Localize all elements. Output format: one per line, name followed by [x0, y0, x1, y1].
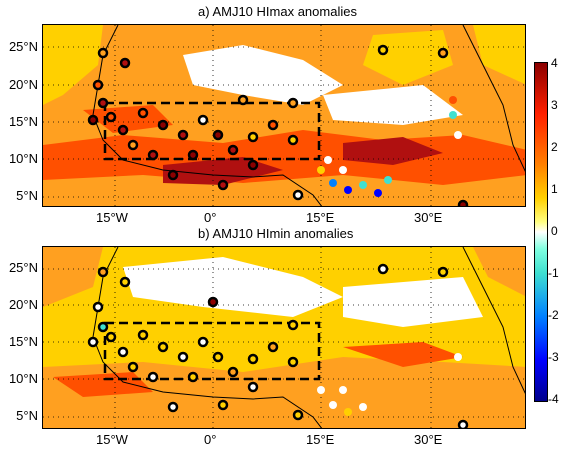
panel-a-ylabel-25n: 25°N — [8, 39, 38, 54]
panel-b-ylabel-10n: 10°N — [8, 371, 38, 386]
panel-b-ylabel-20n: 20°N — [8, 297, 38, 312]
colorbar-label-neg4: -4 — [548, 392, 559, 406]
panel-a-xlabel-15e: 15°E — [306, 210, 335, 225]
colorbar — [534, 62, 548, 402]
panel-a-xlabel-30e: 30°E — [414, 210, 443, 225]
panel-b-map — [42, 246, 526, 429]
colorbar-label-4: 4 — [551, 56, 558, 70]
panel-b-ylabel-25n: 25°N — [8, 260, 38, 275]
panel-a-ylabel-15n: 15°N — [8, 114, 38, 129]
panel-a-xlabel-0: 0° — [204, 210, 217, 225]
colorbar-label-3: 3 — [551, 98, 558, 112]
panel-a-title: a) AMJ10 HImax anomalies — [198, 4, 357, 19]
panel-a-field — [43, 25, 525, 206]
panel-b-title: b) AMJ10 HImin anomalies — [198, 226, 354, 241]
panel-b-ylabel-15n: 15°N — [8, 334, 38, 349]
colorbar-label-0: 0 — [551, 224, 558, 238]
panel-b-xlabel-0: 0° — [204, 432, 217, 447]
panel-b-xlabel-30e: 30°E — [414, 432, 443, 447]
panel-a-ylabel-20n: 20°N — [8, 77, 38, 92]
panel-a-xlabel-15w: 15°W — [96, 210, 128, 225]
panel-b-ylabel-5n: 5°N — [16, 408, 38, 423]
colorbar-label-2: 2 — [551, 140, 558, 154]
panel-b-xlabel-15e: 15°E — [306, 432, 335, 447]
panel-a-ylabel-10n: 10°N — [8, 151, 38, 166]
panel-a-ylabel-5n: 5°N — [16, 188, 38, 203]
colorbar-label-neg1: -1 — [548, 266, 559, 280]
colorbar-label-1: 1 — [551, 182, 558, 196]
panel-a-map — [42, 24, 526, 207]
colorbar-label-neg3: -3 — [548, 350, 559, 364]
colorbar-label-neg2: -2 — [548, 308, 559, 322]
panel-b-field — [43, 247, 525, 428]
panel-b-xlabel-15w: 15°W — [96, 432, 128, 447]
